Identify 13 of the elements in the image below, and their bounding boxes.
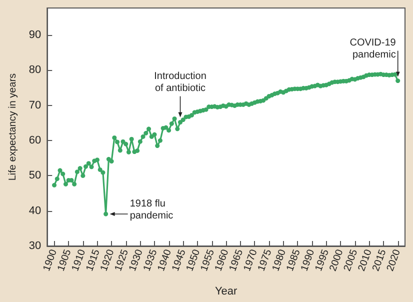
y-tick-label: 60	[28, 134, 42, 147]
x-axis-title: Year	[214, 286, 238, 298]
y-tick-label: 30	[28, 240, 42, 252]
y-tick-label: 50	[28, 170, 42, 182]
annotation: Introduction of antibiotic	[154, 70, 206, 94]
y-tick-label: 40	[28, 204, 42, 217]
x-tick-label: 2020	[385, 248, 404, 273]
y-tick-label: 70	[28, 99, 42, 112]
y-axis-title: Life expectancy in years	[8, 73, 18, 181]
annotation: COVID-19 pandemic	[350, 37, 396, 60]
y-tick-label: 90	[28, 29, 42, 42]
annotation: 1918 flu pandemic	[130, 198, 174, 222]
y-tick-label: 80	[28, 64, 42, 76]
